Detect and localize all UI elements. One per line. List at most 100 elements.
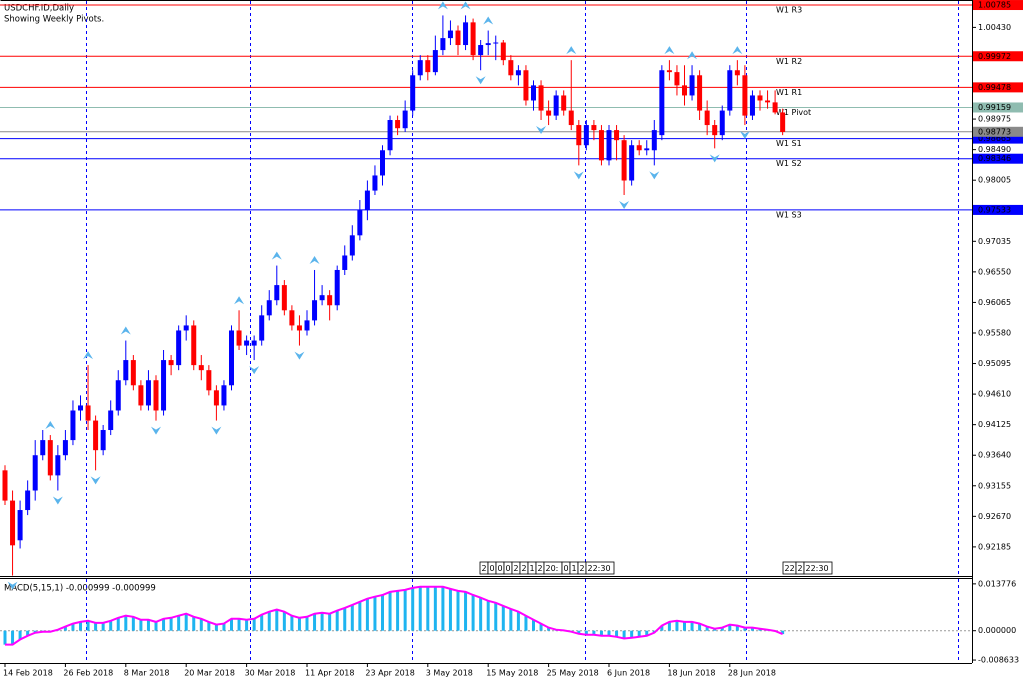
pivot-price-box [973,153,1023,164]
macd-bar [207,621,211,631]
candle-body [289,310,295,326]
macd-bar [237,618,241,631]
macd-bar [599,630,603,636]
y-tick-label: 0.96550 [978,267,1011,276]
macd-bar [335,610,339,631]
macd-bar [365,598,369,631]
chart-title: USDCHF.ID,Daily [4,4,74,14]
macd-bar [343,607,347,631]
candle-body [598,130,604,161]
candle-body [115,380,121,411]
candle-body [561,95,567,111]
macd-bar [750,627,754,631]
macd-bar [441,586,445,631]
macd-bar [539,623,543,631]
candle-body [515,70,521,76]
macd-bar [79,621,82,631]
macd-bar [381,595,384,631]
candle-body [229,330,234,386]
macd-bar [146,619,150,631]
candle-body [757,95,763,101]
candle-body [425,60,431,73]
candle-body [440,38,446,51]
candle-body [719,110,725,136]
fractal-up [120,326,131,335]
macd-bar [162,618,166,631]
macd-bar [637,630,641,637]
macd-bar [63,626,67,631]
macd-bar [275,609,279,631]
macd-bar [230,618,233,631]
candle-body [161,360,167,411]
fractal-down [211,426,222,435]
macd-bar [214,624,218,631]
time-marker: 1 [572,564,577,573]
macd-bar [403,589,407,631]
candle-body [319,295,325,301]
candle-body [342,255,348,270]
time-marker: 0 [498,564,503,573]
macd-bar [660,625,664,631]
candle-body [93,420,99,451]
y-tick-label: 0.98975 [978,115,1011,124]
y-tick-label: 0.93155 [978,481,1011,490]
macd-bar [297,617,301,631]
macd-bar [577,630,581,634]
candle-body [463,22,469,46]
current-price-label: 0.98773 [978,127,1011,136]
macd-bar [698,623,702,631]
macd-bar [71,623,75,631]
candle-body [130,360,136,386]
candle-body [614,130,620,141]
fractal-up [234,296,245,305]
macd-bar [11,630,15,645]
fractal-down [709,154,720,163]
candle-body [704,110,710,126]
macd-bar [486,600,490,631]
pivot-price-box [973,51,1023,62]
x-tick-label: 11 Apr 2018 [305,669,354,678]
macd-bar [584,630,588,635]
fractal-down [536,126,547,135]
macd-bar [184,613,188,631]
macd-bar [471,595,475,631]
candle-body [206,370,212,391]
fractal-down [739,131,750,140]
x-tick-label: 26 Feb 2018 [63,669,113,678]
time-marker: 2 [538,564,543,573]
candle-body [100,430,106,451]
time-marker: 22:30 [588,564,611,573]
candle-body [538,85,544,111]
candle-body [432,50,438,73]
frame [0,0,973,664]
macd-bar [735,625,739,631]
candle-body [47,440,53,476]
macd-bar [622,630,626,639]
pivot-price-label: 0.97533 [978,205,1011,214]
y-tick-label: 0.96065 [978,298,1011,307]
macd-bar [350,604,354,631]
time-marker-box [585,561,615,575]
candle-body [402,110,408,129]
time-marker: 2 [522,564,527,573]
macd-bar [3,630,7,645]
pivot-label: W1 R2 [776,57,802,66]
macd-bar [101,622,105,631]
pivot-price-box [973,102,1023,113]
fractal-down [475,76,486,85]
macd-bar [690,621,694,631]
time-marker: 22 [785,564,795,573]
chart-subtitle: Showing Weekly Pivots. [4,15,104,25]
candle-body [251,340,257,346]
candle-body [221,385,227,406]
macd-bar [592,630,596,635]
pivot-price-box [973,204,1023,215]
fractal-down [573,171,584,180]
x-tick-label: 3 May 2018 [426,669,473,678]
candle-body [659,70,665,136]
x-tick-label: 6 Jun 2018 [607,669,650,678]
pivot-price-box [973,82,1023,93]
time-marker-box [803,561,833,575]
candle-body [780,112,786,132]
